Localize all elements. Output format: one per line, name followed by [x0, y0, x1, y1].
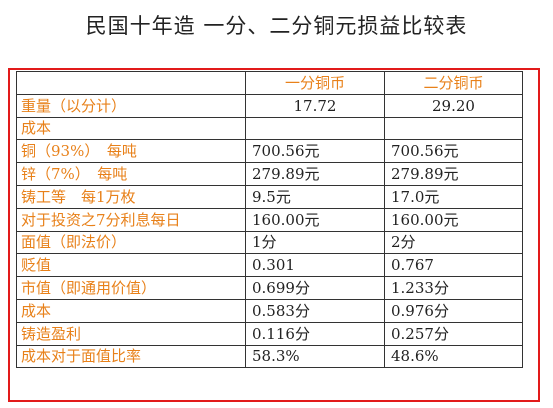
- table-row: 锌（7%） 每吨 279.89元 279.89元: [16, 162, 523, 186]
- row-label: 铜（93%） 每吨: [16, 139, 246, 164]
- one-fen-value: 279.89元: [245, 162, 385, 186]
- table-row: 成本: [16, 116, 523, 141]
- two-fen-value: 29.20: [384, 93, 523, 118]
- two-fen-value: 0.767: [384, 253, 523, 278]
- one-fen-value: 700.56元: [245, 139, 385, 164]
- row-label: 面值（即法价）: [16, 230, 246, 255]
- one-fen-value: 17.72: [245, 93, 385, 118]
- two-fen-value: 160.00元: [384, 207, 523, 232]
- row-label: 铸造盈利: [16, 321, 246, 346]
- one-fen-value: 0.301: [245, 253, 385, 278]
- row-label: 贬值: [16, 253, 246, 278]
- two-fen-value: 48.6%: [384, 344, 523, 369]
- row-label: 成本对于面值比率: [16, 344, 246, 369]
- two-fen-value: [384, 116, 523, 141]
- row-label: 锌（7%） 每吨: [16, 162, 246, 186]
- row-label: 铸工等 每1万枚: [16, 184, 246, 209]
- one-fen-value: [245, 116, 385, 141]
- table-row: 面值（即法价） 1分 2分: [16, 230, 523, 255]
- row-label: 成本: [16, 298, 246, 323]
- two-fen-value: 0.257分: [384, 321, 523, 346]
- table-row: 贬值 0.301 0.767: [16, 253, 523, 278]
- table-row: 对于投资之7分利息每日 160.00元 160.00元: [16, 207, 523, 232]
- one-fen-value: 160.00元: [245, 207, 385, 232]
- table-row: 成本对于面值比率 58.3% 48.6%: [16, 344, 523, 369]
- table-row: 铸工等 每1万枚 9.5元 17.0元: [16, 184, 523, 209]
- row-label: 市值（即通用价值）: [16, 276, 246, 300]
- two-fen-value: 17.0元: [384, 184, 523, 209]
- two-fen-value: 2分: [384, 230, 523, 255]
- header-blank-cell: [16, 71, 246, 95]
- table-row: 成本 0.583分 0.976分: [16, 298, 523, 323]
- table-header-row: 一分铜币 二分铜币: [16, 71, 523, 95]
- row-label: 对于投资之7分利息每日: [16, 207, 246, 232]
- one-fen-value: 0.116分: [245, 321, 385, 346]
- header-two-fen-coin: 二分铜币: [384, 71, 523, 95]
- row-label: 重量（以分计）: [16, 93, 246, 118]
- header-one-fen-coin: 一分铜币: [245, 71, 385, 95]
- one-fen-value: 9.5元: [245, 184, 385, 209]
- table-row: 铜（93%） 每吨 700.56元 700.56元: [16, 139, 523, 164]
- table-row: 铸造盈利 0.116分 0.257分: [16, 321, 523, 346]
- page-title: 民国十年造 一分、二分铜元损益比较表: [85, 14, 468, 38]
- table-frame: [8, 68, 540, 402]
- two-fen-value: 1.233分: [384, 276, 523, 300]
- two-fen-value: 700.56元: [384, 139, 523, 164]
- two-fen-value: 279.89元: [384, 162, 523, 186]
- table-row: 市值（即通用价值） 0.699分 1.233分: [16, 276, 523, 300]
- two-fen-value: 0.976分: [384, 298, 523, 323]
- one-fen-value: 0.699分: [245, 276, 385, 300]
- one-fen-value: 58.3%: [245, 344, 385, 369]
- table-row: 重量（以分计） 17.72 29.20: [16, 93, 523, 118]
- one-fen-value: 0.583分: [245, 298, 385, 323]
- comparison-table: 一分铜币 二分铜币 重量（以分计） 17.72 29.20 成本 铜（93%） 每吨 70…: [16, 71, 523, 369]
- one-fen-value: 1分: [245, 230, 385, 255]
- row-label: 成本: [16, 116, 246, 141]
